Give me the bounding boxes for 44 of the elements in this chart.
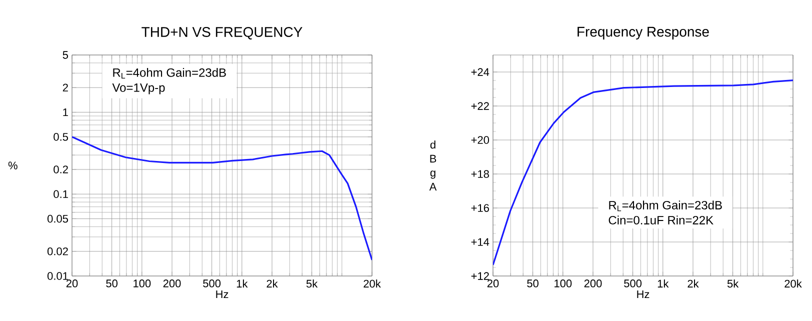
chart-title: THD+N VS FREQUENCY xyxy=(142,27,302,40)
annotation: R$_{L}$=4ohm Gain=23dB xyxy=(113,68,226,79)
y-tick-label: +18 xyxy=(471,170,489,178)
x-tick-label: 50 xyxy=(106,280,118,288)
y-tick-label: 2 xyxy=(62,84,68,92)
x-tick-label: 20k xyxy=(784,280,802,288)
y-tick-label: +24 xyxy=(471,68,490,76)
x-axis-title: Hz xyxy=(637,290,650,298)
x-tick-label: 500 xyxy=(203,280,221,288)
x-tick-label: 200 xyxy=(584,280,602,288)
y-axis-title: d B g A xyxy=(429,140,437,190)
x-tick-label: 20 xyxy=(487,280,499,288)
y-tick-label: +20 xyxy=(471,136,490,144)
y-tick-label: 5 xyxy=(62,51,68,59)
y-tick-label: +22 xyxy=(471,102,489,110)
x-tick-label: 20 xyxy=(66,280,78,288)
x-tick-label: 100 xyxy=(554,280,572,288)
y-tick-label: 0.1 xyxy=(54,190,68,198)
x-tick-label: 2k xyxy=(688,280,699,288)
x-axis-title: Hz xyxy=(216,290,228,298)
y-tick-label: 0.2 xyxy=(54,166,68,174)
chart-title: Frequency Response xyxy=(578,26,709,40)
annotation: Cin=0.1uF Rin=22K xyxy=(608,216,714,224)
annotation: R$_{L}$=4ohm Gain=23dB xyxy=(609,200,722,212)
x-tick-label: 5k xyxy=(306,280,318,288)
y-tick-label: +14 xyxy=(471,238,490,246)
x-tick-label: 100 xyxy=(134,280,151,288)
x-tick-label: 1k xyxy=(658,280,669,288)
y-tick-label: 0.5 xyxy=(54,132,68,141)
y-tick-label: +12 xyxy=(471,272,489,280)
y-tick-label: 0.05 xyxy=(48,214,68,223)
x-tick-label: 2k xyxy=(266,280,278,288)
y-tick-label: 1 xyxy=(63,108,68,116)
x-tick-label: 50 xyxy=(527,280,538,288)
y-tick-label: +16 xyxy=(471,204,489,212)
x-tick-label: 5k xyxy=(727,280,739,288)
x-tick-label: 500 xyxy=(624,280,642,288)
x-tick-label: 200 xyxy=(163,280,181,288)
x-tick-label: 1k xyxy=(236,280,248,288)
y-tick-label: 0.02 xyxy=(48,247,68,256)
y-tick-label: 0.01 xyxy=(48,272,68,280)
x-tick-label: 20k xyxy=(364,280,381,288)
y-axis-title: % xyxy=(8,162,18,170)
annotation: Vo=1Vp-p xyxy=(112,83,165,94)
